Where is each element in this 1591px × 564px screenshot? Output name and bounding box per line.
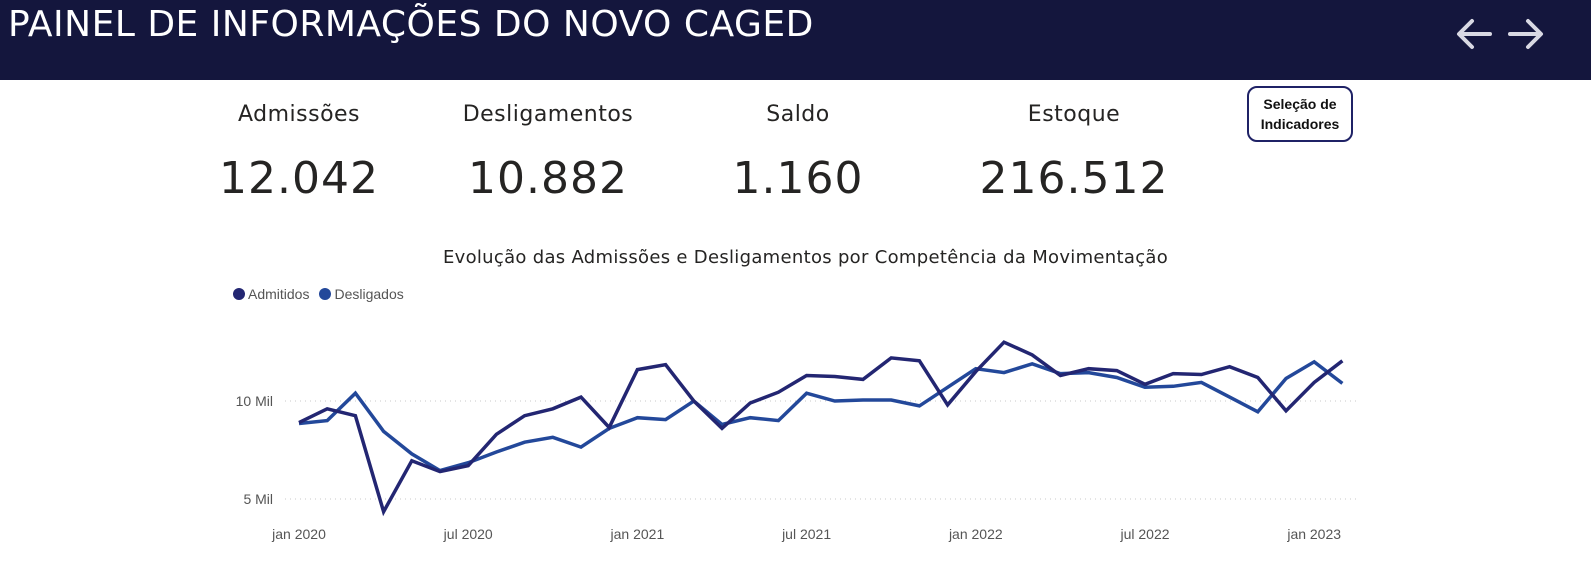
legend-item-desligados[interactable]: Desligados: [319, 286, 404, 302]
arrow-right-icon: [1508, 19, 1543, 49]
kpi-saldo: Saldo 1.160: [718, 102, 878, 204]
selection-button-line1: Seleção de: [1263, 95, 1337, 112]
legend-dot-admitidos: [233, 288, 245, 300]
series-line-admitidos: [298, 340, 1344, 517]
x-tick-label: jan 2023: [1286, 526, 1341, 542]
kpi-value: 1.160: [732, 153, 864, 204]
series-line-desligados: [298, 359, 1344, 473]
x-tick-label: jul 2022: [1119, 526, 1169, 542]
kpi-value: 10.882: [468, 153, 628, 204]
kpi-label: Estoque: [1027, 102, 1121, 127]
kpi-value: 12.042: [219, 153, 379, 204]
chart-legend: Admitidos Desligados: [233, 286, 404, 302]
arrow-left-icon: [1457, 19, 1492, 49]
page-title: PAINEL DE INFORMAÇÕES DO NOVO CAGED: [8, 4, 814, 45]
y-tick-label: 5 Mil: [243, 491, 273, 507]
y-tick-label: 10 Mil: [236, 393, 273, 409]
x-tick-label: jan 2022: [948, 526, 1003, 542]
legend-label-admitidos: Admitidos: [248, 286, 310, 302]
kpi-desligamentos: Desligamentos 10.882: [438, 102, 658, 204]
kpi-label: Desligamentos: [462, 102, 634, 127]
indicator-selection-button[interactable]: Seleção de Indicadores: [1247, 86, 1353, 142]
x-tick-label: jul 2020: [443, 526, 493, 542]
legend-item-admitidos[interactable]: Admitidos: [233, 286, 309, 302]
legend-dot-desligados: [319, 288, 332, 300]
kpi-label: Admissões: [237, 102, 361, 127]
line-chart: 5 Mil 10 Mil jan 2020 jul 2020 jan 2021 jul 2…: [236, 340, 1357, 542]
x-tick-label: jan 2021: [610, 526, 665, 542]
x-tick-label: jul 2021: [781, 526, 831, 542]
chart-title: Evolução das Admissões e Desligamentos p…: [442, 247, 1169, 268]
forward-button[interactable]: [1504, 12, 1548, 56]
selection-button-line2: Indicadores: [1260, 116, 1340, 132]
kpi-estoque: Estoque 216.512: [964, 102, 1184, 204]
legend-label-desligados: Desligados: [334, 286, 404, 302]
back-button[interactable]: [1452, 12, 1496, 56]
kpi-admissoes: Admissões 12.042: [199, 102, 399, 204]
kpi-value: 216.512: [979, 153, 1169, 204]
kpi-label: Saldo: [766, 102, 830, 127]
header-bar: PAINEL DE INFORMAÇÕES DO NOVO CAGED: [0, 0, 1591, 80]
x-tick-label: jan 2020: [271, 526, 326, 542]
